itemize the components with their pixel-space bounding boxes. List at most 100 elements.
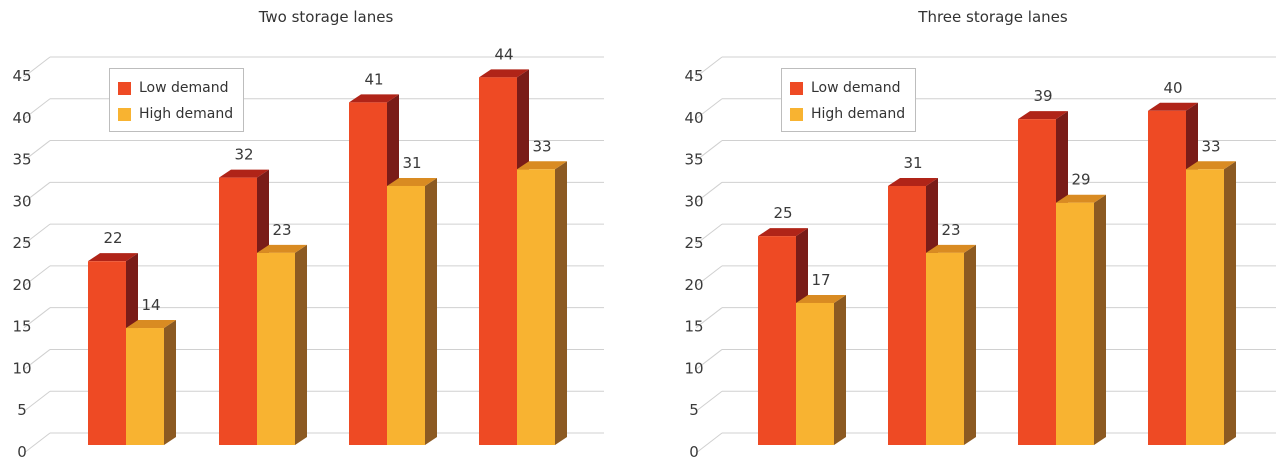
- y-tick-label: 0: [17, 443, 27, 460]
- gridline-diagonal: [23, 56, 51, 78]
- bar-high-demand-top: [126, 320, 176, 329]
- y-tick-label: 45: [684, 67, 703, 85]
- data-label: 25: [773, 204, 792, 222]
- gridline-diagonal: [23, 140, 51, 161]
- gridline-diagonal: [695, 432, 723, 454]
- bar-low-demand-top: [349, 94, 399, 103]
- data-label: 32: [234, 146, 253, 164]
- legend-right: Low demand High demand: [781, 68, 917, 132]
- bar-high-demand-side: [1094, 194, 1106, 445]
- y-tick-label: 10: [684, 359, 703, 377]
- y-tick-label: 30: [12, 192, 31, 210]
- bar-low-demand: [1148, 110, 1186, 446]
- legend-item-low-demand: Low demand: [790, 75, 905, 101]
- data-label: 31: [402, 154, 421, 172]
- bar-high-demand-top: [926, 244, 976, 253]
- chart-title-right: Three storage lanes: [918, 8, 1068, 26]
- gridline-diagonal: [695, 181, 723, 203]
- gridline-diagonal: [695, 390, 723, 412]
- data-label: 33: [532, 137, 551, 155]
- bar-low-demand-top: [888, 177, 938, 186]
- data-label: 33: [1201, 137, 1220, 155]
- gridline-diagonal: [695, 223, 723, 245]
- bar-high-demand: [796, 302, 834, 445]
- data-label: 39: [1033, 87, 1052, 105]
- gridline-diagonal: [23, 307, 51, 329]
- data-label: 22: [103, 229, 122, 247]
- data-label: 29: [1071, 171, 1090, 189]
- bar-high-demand: [926, 252, 964, 445]
- bar-low-demand-top: [219, 169, 269, 178]
- gridline-diagonal: [695, 349, 723, 370]
- legend-item-high-demand: High demand: [118, 101, 233, 127]
- gridline-diagonal: [695, 56, 723, 78]
- y-tick-label: 40: [684, 109, 703, 127]
- y-tick-label: 15: [684, 318, 703, 336]
- bar-high-demand-side: [164, 320, 176, 445]
- bar-high-demand: [1056, 202, 1094, 445]
- legend-label-low: Low demand: [811, 80, 901, 96]
- bar-low-demand-top: [479, 69, 529, 78]
- gridline-diagonal: [23, 98, 51, 120]
- data-label: 41: [364, 70, 383, 88]
- bar-high-demand-side: [964, 244, 976, 445]
- bar-high-demand: [517, 169, 555, 445]
- bar-low-demand: [1018, 119, 1056, 445]
- y-tick-label: 25: [12, 234, 31, 252]
- legend-item-high-demand: High demand: [790, 101, 905, 127]
- y-tick-label: 45: [12, 67, 31, 85]
- data-label: 40: [1163, 79, 1182, 97]
- y-tick-label: 20: [684, 276, 703, 294]
- bar-low-demand: [888, 185, 926, 445]
- bar-low-demand: [479, 77, 517, 445]
- bar-low-demand: [219, 177, 257, 445]
- gridline-diagonal: [23, 390, 51, 412]
- bar-high-demand-top: [517, 161, 567, 170]
- y-tick-label: 40: [12, 109, 31, 127]
- legend-item-low-demand: Low demand: [118, 75, 233, 101]
- bar-high-demand-top: [257, 244, 307, 253]
- gridline-diagonal: [23, 265, 51, 287]
- bar-high-demand-side: [295, 244, 307, 445]
- gridline-diagonal: [23, 181, 51, 203]
- bar-high-demand: [257, 252, 295, 445]
- legend-swatch-low: [118, 81, 131, 95]
- bar-high-demand-top: [796, 294, 846, 303]
- gridline-diagonal: [23, 223, 51, 245]
- bar-low-demand: [349, 102, 387, 445]
- y-tick-label: 30: [684, 192, 703, 210]
- bar-low-demand-top: [1018, 111, 1068, 120]
- y-tick-label: 5: [17, 401, 27, 419]
- legend-swatch-high: [790, 107, 803, 121]
- bar-high-demand-top: [1186, 161, 1236, 170]
- y-tick-label: 20: [12, 276, 31, 294]
- bar-high-demand-top: [1056, 194, 1106, 203]
- bar-low-demand-top: [758, 228, 808, 237]
- bar-high-demand-side: [425, 177, 437, 445]
- gridline-diagonal: [695, 140, 723, 161]
- y-tick-label: 10: [12, 359, 31, 377]
- data-label: 17: [811, 271, 830, 289]
- bar-high-demand: [126, 328, 164, 445]
- data-label: 23: [272, 221, 291, 239]
- bar-high-demand: [1186, 169, 1224, 445]
- legend-label-high: High demand: [139, 106, 234, 122]
- legend-label-low: Low demand: [139, 80, 229, 96]
- gridline-diagonal: [695, 265, 723, 287]
- y-tick-label: 25: [684, 234, 703, 252]
- legend-swatch-high: [118, 107, 131, 121]
- legend-label-high: High demand: [811, 106, 906, 122]
- gridline-diagonal: [695, 307, 723, 329]
- gridline-diagonal: [695, 98, 723, 120]
- data-label: 44: [494, 45, 513, 63]
- data-label: 14: [141, 296, 160, 314]
- bar-high-demand: [387, 185, 425, 445]
- bar-low-demand: [758, 236, 796, 445]
- legend-left: Low demand High demand: [109, 68, 245, 132]
- y-tick-label: 35: [12, 151, 31, 169]
- data-label: 23: [941, 221, 960, 239]
- chart-title-left: Two storage lanes: [258, 8, 394, 26]
- bar-high-demand-side: [834, 294, 846, 445]
- legend-swatch-low: [790, 81, 803, 95]
